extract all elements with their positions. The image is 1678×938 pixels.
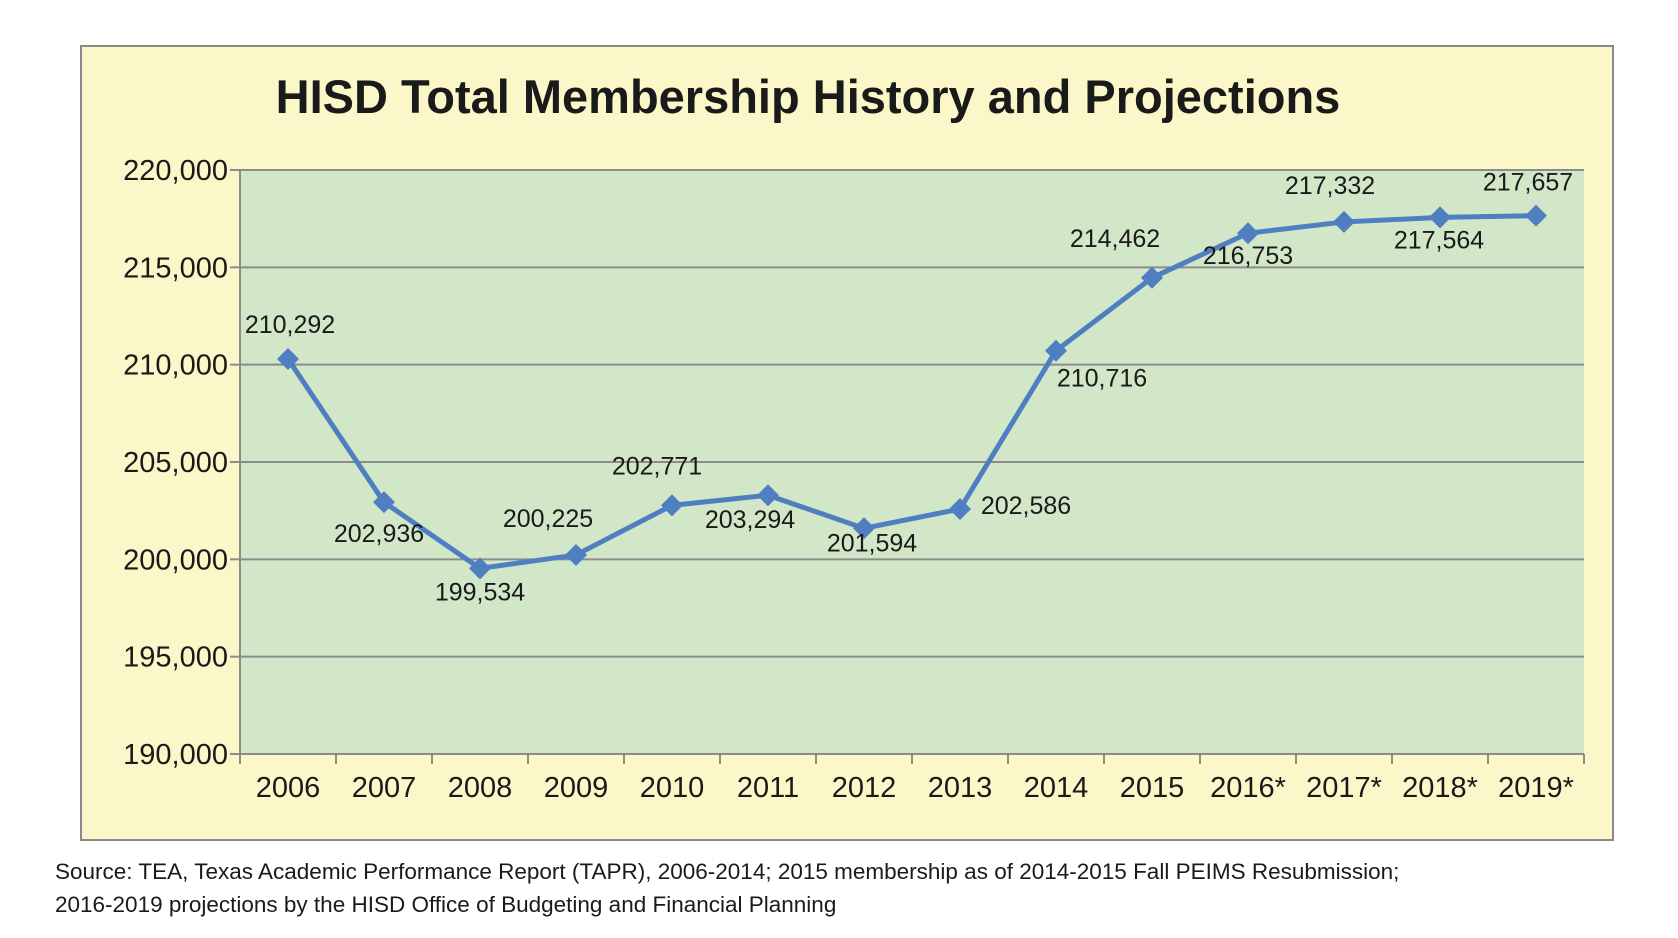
data-label: 200,225 bbox=[503, 505, 593, 533]
x-tick-label: 2014 bbox=[1024, 772, 1089, 804]
line-chart: HISD Total Membership History and Projec… bbox=[123, 70, 1585, 804]
x-tick-label: 2007 bbox=[352, 772, 417, 804]
x-tick-label: 2018* bbox=[1402, 772, 1478, 804]
y-tick-label: 205,000 bbox=[123, 447, 228, 479]
x-tick-label: 2008 bbox=[448, 772, 513, 804]
series-line bbox=[285, 213, 1537, 571]
data-point-marker bbox=[1237, 222, 1259, 245]
x-tick-label: 2010 bbox=[640, 772, 705, 804]
chart-frame: HISD Total Membership History and Projec… bbox=[80, 45, 1614, 841]
x-tick-label: 2019* bbox=[1498, 772, 1574, 804]
x-tick-label: 2017* bbox=[1306, 772, 1382, 804]
source-note: Source: TEA, Texas Academic Performance … bbox=[55, 855, 1655, 921]
source-note-line-1: Source: TEA, Texas Academic Performance … bbox=[55, 859, 1400, 884]
data-label: 203,294 bbox=[705, 506, 795, 534]
x-tick-label: 2016* bbox=[1210, 772, 1286, 804]
x-tick-label: 2012 bbox=[832, 772, 897, 804]
x-tick-label: 2009 bbox=[544, 772, 609, 804]
y-tick-label: 200,000 bbox=[123, 544, 228, 576]
data-point-marker bbox=[1141, 266, 1163, 289]
data-point-marker bbox=[949, 497, 971, 520]
data-point-marker bbox=[277, 347, 299, 370]
data-label: 210,292 bbox=[245, 311, 335, 339]
data-label: 210,716 bbox=[1057, 365, 1147, 393]
x-tick-label: 2011 bbox=[737, 772, 799, 804]
chart-title: HISD Total Membership History and Projec… bbox=[276, 70, 1341, 123]
data-label: 217,332 bbox=[1285, 172, 1375, 200]
y-tick-label: 190,000 bbox=[123, 739, 228, 771]
x-tick-label: 2015 bbox=[1120, 772, 1185, 804]
y-tick-label: 210,000 bbox=[123, 350, 228, 382]
y-tick-label: 220,000 bbox=[123, 155, 228, 187]
data-point-marker bbox=[1045, 339, 1067, 362]
data-point-marker bbox=[1429, 206, 1451, 229]
data-label: 214,462 bbox=[1070, 225, 1160, 253]
data-label: 202,936 bbox=[334, 520, 424, 548]
data-label: 217,657 bbox=[1483, 169, 1573, 197]
data-point-marker bbox=[373, 491, 395, 514]
x-tick-label: 2006 bbox=[256, 772, 321, 804]
data-label: 202,586 bbox=[981, 492, 1071, 520]
data-point-marker bbox=[661, 494, 683, 517]
x-tick-label: 2013 bbox=[928, 772, 993, 804]
data-label: 216,753 bbox=[1203, 242, 1293, 270]
data-label: 202,771 bbox=[612, 452, 702, 480]
data-point-marker bbox=[853, 517, 875, 540]
data-label: 199,534 bbox=[435, 578, 525, 606]
source-note-line-2: 2016-2019 projections by the HISD Office… bbox=[55, 892, 837, 917]
data-label: 201,594 bbox=[827, 529, 917, 557]
data-point-marker bbox=[1333, 210, 1355, 233]
y-tick-label: 215,000 bbox=[123, 252, 228, 284]
data-point-marker bbox=[469, 557, 491, 580]
data-point-marker bbox=[1525, 204, 1547, 227]
plot-area: 190,000 195,000 200,000 205,000 210,000 215,0… bbox=[123, 155, 1585, 804]
data-label: 217,564 bbox=[1394, 226, 1484, 254]
y-tick-label: 195,000 bbox=[123, 642, 228, 674]
data-point-marker bbox=[565, 543, 587, 566]
data-point-marker bbox=[757, 484, 779, 507]
